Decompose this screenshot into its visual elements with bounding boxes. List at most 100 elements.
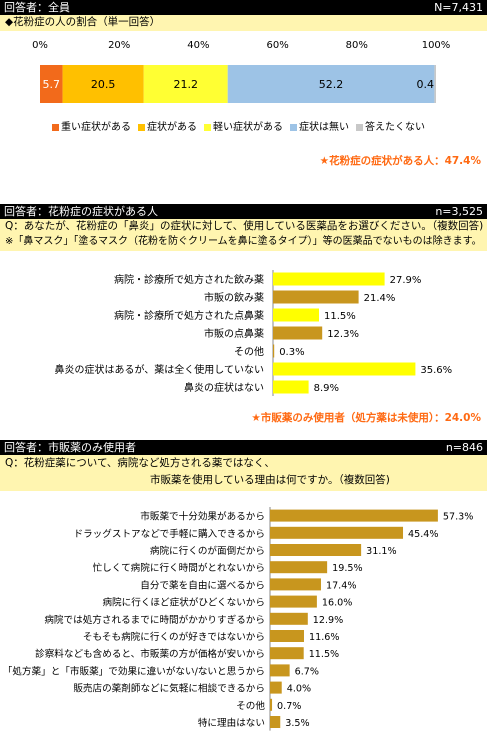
- category-label: 病院に行くのが面倒だから: [150, 545, 265, 557]
- stacked-segment: [227, 65, 435, 103]
- value-label: 0.3%: [279, 347, 304, 358]
- bar: [270, 544, 362, 556]
- category-label: 市販薬で十分効果があるから: [140, 511, 265, 523]
- bar: [270, 698, 273, 711]
- value-label: 27.9%: [390, 275, 422, 286]
- legend-swatch: [138, 123, 145, 131]
- legend-label: 答えたくない: [365, 122, 425, 133]
- bar: [270, 664, 290, 677]
- legend-swatch: [356, 123, 363, 131]
- legend-label: 症状は無い: [299, 122, 349, 133]
- bar: [273, 272, 385, 286]
- bar: [270, 509, 438, 522]
- value-label: 11.6%: [309, 632, 339, 643]
- category-label: 病院・診療所で処方された点鼻薬: [114, 309, 264, 322]
- legend-label: 軽い症状がある: [213, 122, 283, 133]
- category-label: 診察料なども含めると、市販薬の方が価格が安いから: [35, 648, 265, 660]
- value-label: 17.4%: [326, 580, 356, 591]
- bar: [273, 362, 416, 376]
- stacked-axis-tick: 100%: [421, 40, 451, 51]
- stacked-segment-label: 21.2: [173, 78, 198, 91]
- legend-item: 症状がある: [138, 122, 197, 133]
- category-label: そもそも病院に行くのが好きではないから: [83, 631, 265, 643]
- section3-respondents: 回答者：市販薬のみ使用者: [4, 441, 136, 454]
- category-label: 忙しくて病院に行く時間がとれないから: [93, 562, 265, 574]
- bar: [273, 380, 309, 394]
- value-label: 3.5%: [285, 718, 309, 729]
- stacked-segment: [40, 65, 63, 103]
- stacked-legend: 重い症状がある 症状がある 軽い症状がある 症状は無い 答えたくない: [52, 118, 432, 133]
- value-label: 11.5%: [309, 649, 339, 660]
- section3-sample-size: n=846: [445, 441, 483, 454]
- bar: [273, 344, 275, 358]
- section3-question-line2: 市販薬を使用している理由は何ですか。（複数回答): [150, 474, 390, 486]
- section2-respondents: 回答者：花粉症の症状がある人: [4, 205, 158, 218]
- bar: [270, 630, 304, 642]
- stacked-axis-tick: 20%: [108, 40, 131, 51]
- category-label: 販売店の薬剤師などに気軽に相談できるから: [73, 683, 265, 695]
- legend-label: 重い症状がある: [61, 122, 131, 133]
- section2-question-box: Q：あなたが、花粉症の「鼻炎」の症状に対して、使用している医薬品をお選びください…: [0, 219, 487, 251]
- bar: [270, 716, 281, 728]
- stacked-segment: [143, 65, 228, 103]
- value-label: 12.3%: [327, 329, 359, 340]
- legend-item: 重い症状がある: [52, 122, 131, 133]
- value-label: 45.4%: [408, 529, 438, 540]
- bar: [270, 595, 317, 608]
- bar: [270, 561, 328, 574]
- bar: [270, 578, 321, 591]
- section1-question: ◆花粉症の人の割合（単一回答）: [5, 16, 161, 28]
- value-label: 31.1%: [366, 546, 396, 557]
- section2-question-line1: Q：あなたが、花粉症の「鼻炎」の症状に対して、使用している医薬品をお選びください…: [5, 220, 484, 232]
- section2-sample-size: n=3,525: [435, 205, 483, 218]
- stacked-axis-tick: 0%: [32, 40, 48, 51]
- stacked-axis-ticks: 0% 20% 40% 60% 80% 100%: [0, 40, 487, 54]
- stacked-axis-tick: 40%: [187, 40, 210, 51]
- category-label: 特に理由はない: [198, 717, 265, 729]
- category-label: ドラッグストアなどで手軽に購入できるから: [74, 528, 266, 540]
- bar: [270, 647, 304, 660]
- stacked-segment-label: 52.2: [319, 78, 344, 91]
- bar: [273, 326, 323, 340]
- category-label: その他: [234, 345, 264, 358]
- category-label: その他: [236, 700, 265, 712]
- otc-reasons-chart: 市販薬で十分効果があるから 57.3% ドラッグストアなどで手軽に購入できるから 45…: [3, 507, 473, 731]
- stacked-axis-tick: 60%: [266, 40, 289, 51]
- section1-conclusion: ★花粉症の症状がある人：47.4%: [319, 155, 481, 167]
- category-label: 病院では処方されるまでに時間がかかりすぎるから: [44, 614, 265, 626]
- bar: [273, 290, 359, 304]
- bar: [270, 681, 282, 694]
- value-label: 11.5%: [324, 311, 356, 322]
- legend-item: 軽い症状がある: [204, 122, 283, 133]
- section2-header: 回答者：花粉症の症状がある人 n=3,525: [0, 204, 487, 219]
- value-label: 35.6%: [420, 365, 452, 376]
- section3-header: 回答者：市販薬のみ使用者 n=846: [0, 440, 487, 455]
- section3-question-box: Q：花粉症薬について、病院など処方される薬ではなく、 市販薬を使用している理由は…: [0, 455, 487, 491]
- stacked-segment-label: 20.5: [91, 78, 116, 91]
- section1-sample-size: N=7,431: [434, 1, 483, 14]
- value-label: 6.7%: [295, 666, 319, 677]
- stacked-segment-label: 0.4: [417, 78, 435, 91]
- legend-swatch: [204, 123, 211, 131]
- stacked-segment: [434, 65, 436, 103]
- value-label: 16.0%: [322, 598, 352, 609]
- bar: [270, 612, 308, 625]
- stacked-bar-chart: 5.7 20.5 21.2 52.2 0.4: [40, 65, 436, 103]
- medicine-usage-chart: 病院・診療所で処方された飲み薬 27.9% 市販の飲み薬 21.4% 病院・診療所で処方…: [55, 270, 452, 396]
- legend-item: 答えたくない: [356, 122, 425, 133]
- legend-label: 症状がある: [147, 122, 197, 133]
- category-label: 「処方薬」と「市販薬」で効果に違いがない/ないと思うから: [3, 665, 265, 677]
- legend-item: 症状は無い: [290, 122, 349, 133]
- legend-swatch: [52, 123, 59, 131]
- bar: [273, 308, 319, 322]
- category-label: 病院に行くほど症状がひどくないから: [102, 597, 265, 609]
- value-label: 0.7%: [277, 701, 301, 712]
- category-label: 鼻炎の症状はあるが、薬は全く使用していない: [55, 363, 265, 376]
- category-label: 市販の飲み薬: [204, 291, 264, 304]
- value-label: 12.9%: [313, 615, 343, 626]
- value-label: 4.0%: [287, 684, 311, 695]
- legend-swatch: [290, 123, 297, 131]
- section1-header: 回答者：全員 N=7,431: [0, 0, 487, 15]
- stacked-segment: [62, 65, 144, 103]
- stacked-segment-label: 5.7: [43, 78, 61, 91]
